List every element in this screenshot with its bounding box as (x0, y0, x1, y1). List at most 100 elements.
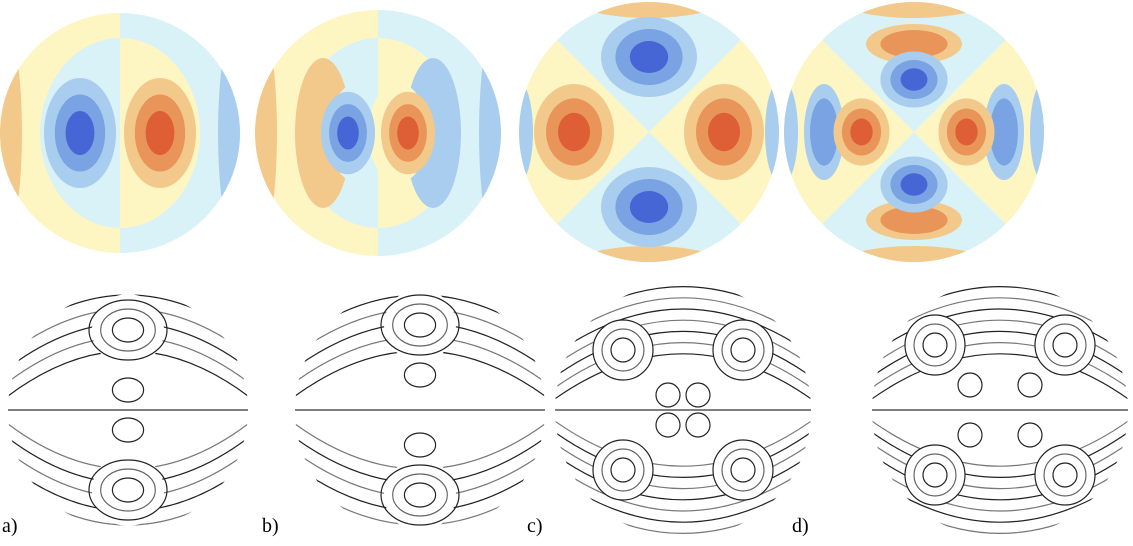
contour-level (145, 111, 175, 155)
streamline (111, 477, 145, 503)
contour-level (900, 68, 928, 91)
streamline (712, 439, 774, 501)
streamline (872, 308, 1128, 355)
edge (765, 82, 779, 182)
contour-level (850, 118, 873, 146)
panel-label: a) (2, 515, 18, 537)
streamline (555, 443, 811, 490)
streamline (730, 337, 756, 363)
disc (255, 10, 501, 256)
vortex-clear (1016, 371, 1044, 399)
vortex-clear (956, 421, 984, 449)
streamline (403, 362, 437, 388)
crescent (0, 13, 22, 253)
vortex-clear (403, 358, 437, 392)
streamline (957, 422, 983, 448)
contour-level (65, 111, 95, 155)
streamline (957, 372, 983, 398)
streamline (555, 342, 811, 389)
vortex-clear (684, 411, 712, 439)
disc (295, 285, 545, 535)
edge (844, 2, 984, 18)
streamline (721, 328, 765, 372)
sector (519, 2, 779, 262)
edge (1030, 82, 1044, 182)
streamline (610, 337, 636, 363)
vortex-clear (111, 413, 145, 447)
streamline (88, 459, 168, 521)
streamline (403, 482, 437, 508)
streamline (403, 432, 437, 458)
streamline (403, 312, 437, 338)
disc (872, 282, 1128, 538)
streamline (111, 377, 145, 403)
streamline (592, 319, 654, 381)
streamline (555, 330, 811, 377)
contour-level (955, 118, 978, 146)
streamline (913, 323, 957, 367)
streamline (872, 353, 1128, 400)
disc (784, 2, 1044, 262)
streamline (655, 412, 681, 438)
streamline (1052, 462, 1078, 488)
streamline (8, 290, 248, 299)
panel-label: d) (792, 515, 809, 537)
streamline (111, 417, 145, 443)
streamline (872, 420, 1128, 467)
streamline (1043, 453, 1087, 497)
streamline (721, 448, 765, 492)
edge (844, 246, 984, 262)
vortex-clear (92, 454, 164, 526)
streamline (100, 308, 156, 352)
streamline (922, 332, 948, 358)
streamline-row (8, 282, 1128, 538)
streamline (1043, 323, 1087, 367)
contour-level (558, 112, 590, 152)
panel-label: b) (262, 515, 279, 537)
contour-level (337, 116, 359, 150)
streamline (392, 303, 448, 347)
edge (579, 2, 719, 18)
streamline (555, 319, 811, 366)
streamline (555, 454, 811, 501)
disc (0, 13, 240, 253)
edge (579, 246, 719, 262)
vortex-clear (92, 294, 164, 366)
streamline (1034, 444, 1096, 506)
streamline (601, 448, 645, 492)
streamline (392, 473, 448, 517)
streamline (380, 464, 460, 526)
vortex-clear (384, 289, 456, 361)
streamline (610, 457, 636, 483)
streamline (555, 308, 811, 355)
streamline (380, 294, 460, 356)
streamline (913, 453, 957, 497)
contour-level (900, 173, 928, 196)
contour-level (810, 98, 838, 166)
streamline (872, 465, 1128, 512)
streamline (904, 444, 966, 506)
disc (555, 282, 811, 538)
streamline (1052, 332, 1078, 358)
streamline (712, 319, 774, 381)
edge (784, 82, 798, 182)
streamline (555, 420, 811, 467)
vortex-clear (1016, 421, 1044, 449)
streamline (730, 457, 756, 483)
disc (8, 290, 248, 530)
vortex-clear (403, 428, 437, 462)
vortex-clear (654, 411, 682, 439)
streamline (685, 412, 711, 438)
streamline (601, 328, 645, 372)
streamline (111, 317, 145, 343)
contour-level (629, 41, 669, 73)
streamline (872, 443, 1128, 490)
contour-level (629, 191, 669, 223)
streamline (685, 382, 711, 408)
contour-row (0, 2, 1044, 262)
contour-level (397, 116, 419, 150)
contour-level (880, 206, 948, 234)
streamline (555, 465, 811, 512)
streamline (872, 431, 1128, 478)
